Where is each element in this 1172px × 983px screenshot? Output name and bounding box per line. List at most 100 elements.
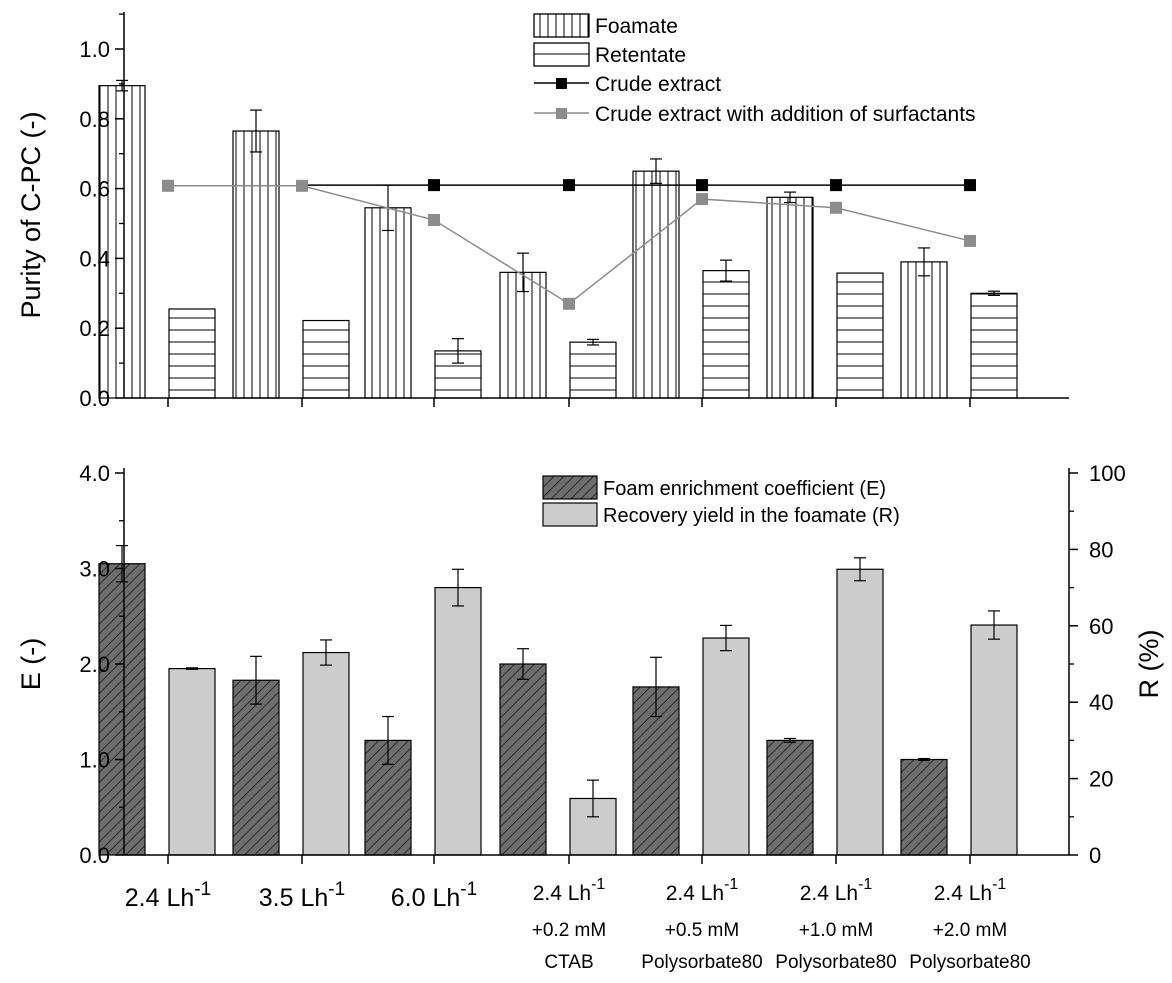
retentate-bar xyxy=(168,308,216,399)
recovery-yield-error-bar xyxy=(988,610,1000,640)
recovery-swatch-icon xyxy=(542,502,598,527)
category-sublabel: +2.0 mM xyxy=(933,920,1007,941)
foamate-bar xyxy=(98,85,146,399)
category-sublabel: Polysorbate80 xyxy=(641,952,762,973)
r-y-tick-label: 0 xyxy=(1089,843,1101,868)
category-label: 2.4 Lh-1 xyxy=(533,876,606,905)
foam-enrichment-error-bar xyxy=(250,655,262,705)
purity-y-tick-label: 0.6 xyxy=(79,177,110,202)
retentate-bar xyxy=(569,341,617,399)
category-labels: 2.4 Lh-1 3.5 Lh-1 6.0 Lh-1 2.4 Lh-1 +0.2 mM C… xyxy=(125,876,1031,973)
foamate-bar xyxy=(364,207,412,399)
category-label: 3.5 Lh-1 xyxy=(259,879,345,912)
foam-enrichment-error-bar xyxy=(382,715,394,765)
r-y-tick-label: 80 xyxy=(1089,537,1113,562)
r-y-tick-label: 100 xyxy=(1089,461,1126,486)
recovery-yield-bar xyxy=(434,586,482,856)
foamate-error-bar xyxy=(918,247,930,277)
category-sublabel: CTAB xyxy=(544,952,593,973)
foam-enrichment-bar xyxy=(232,679,280,856)
legend-crude-extract: Crude extract xyxy=(595,73,721,96)
foamate-error-bar xyxy=(116,79,128,92)
category-sublabel: Polysorbate80 xyxy=(775,952,896,973)
category-sublabel: Polysorbate80 xyxy=(909,952,1030,973)
foamate-bar xyxy=(766,196,814,399)
crude-surfactant-point xyxy=(696,193,708,206)
purity-chart: 0.0 0.2 0.4 0.6 0.8 1.0 Purity of C-PC (-) Fo… xyxy=(16,12,1069,411)
recovery-yield-bar xyxy=(302,651,350,856)
purity-legend: Foamate Retentate Crude extract Crude ex… xyxy=(533,13,976,126)
foamate-error-bar xyxy=(650,158,662,184)
purity-y-tick-label: 1.0 xyxy=(79,37,110,62)
purity-bars xyxy=(98,79,1018,399)
crude-extract-point xyxy=(696,179,708,192)
foam-enrichment-error-bar xyxy=(517,648,529,680)
enrichment-legend: Foam enrichment coefficient (E) Recovery… xyxy=(542,475,900,527)
foam-enrichment-error-bar xyxy=(650,656,662,718)
r-y-tick-label: 40 xyxy=(1089,690,1113,715)
crude-extract-point xyxy=(964,179,976,192)
foam-enrichment-bar xyxy=(499,663,547,856)
category-sublabel: +0.2 mM xyxy=(532,920,606,941)
foam-enrichment-error-bar xyxy=(784,737,796,743)
crude-surfactant-point xyxy=(830,201,842,214)
retentate-swatch-icon xyxy=(533,42,590,67)
crude-surfactant-marker-icon xyxy=(556,108,567,119)
crude-extract-point xyxy=(563,179,575,192)
legend-recovery-yield: Recovery yield in the foamate (R) xyxy=(603,505,900,527)
recovery-yield-bar xyxy=(702,637,750,856)
foamate-error-bar xyxy=(784,191,796,204)
r-y-tick-label: 60 xyxy=(1089,614,1113,639)
recovery-yield-error-bar xyxy=(854,557,866,582)
foamate-bar xyxy=(900,261,948,399)
category-label: 2.4 Lh-1 xyxy=(800,876,873,905)
retentate-bar xyxy=(702,270,750,399)
recovery-yield-error-bar xyxy=(587,779,599,818)
enrichment-bars xyxy=(98,544,1018,856)
recovery-yield-bar xyxy=(836,568,884,856)
retentate-bar xyxy=(302,319,350,399)
recovery-yield-error-bar xyxy=(452,568,464,607)
foamate-bar xyxy=(632,170,680,399)
legend-foam-enrichment: Foam enrichment coefficient (E) xyxy=(603,478,886,500)
retentate-error-bar xyxy=(587,338,599,346)
crude-surfactant-point xyxy=(162,179,174,192)
recovery-yield-bar xyxy=(168,667,216,856)
crude-surfactant-point xyxy=(563,297,575,310)
purity-y-tick-label: 0.8 xyxy=(79,107,110,132)
crude-extract-point xyxy=(830,179,842,192)
e-y-tick-label: 4.0 xyxy=(79,461,110,486)
recovery-yield-error-bar xyxy=(186,667,198,670)
crude-extract-point xyxy=(428,179,440,192)
category-sublabel: +0.5 mM xyxy=(665,920,739,941)
foamate-error-bar xyxy=(250,109,262,153)
foamate-error-bar xyxy=(517,252,529,293)
legend-retentate: Retentate xyxy=(595,44,686,67)
category-label: 2.4 Lh-1 xyxy=(125,879,211,912)
e-y-axis-title: E (-) xyxy=(16,638,46,690)
purity-y-tick-label: 0.0 xyxy=(79,386,110,411)
foamate-swatch-icon xyxy=(533,13,590,38)
foam-enrichment-error-bar xyxy=(918,757,930,762)
category-label: 2.4 Lh-1 xyxy=(666,876,739,905)
foam-enrichment-error-bar xyxy=(116,544,128,583)
purity-lines xyxy=(162,179,976,310)
crude-surfactant-point xyxy=(428,214,440,227)
retentate-bar xyxy=(836,272,884,399)
r-y-tick-label: 20 xyxy=(1089,767,1113,792)
e-y-tick-label: 0.0 xyxy=(79,843,110,868)
foam-enrichment-swatch-icon xyxy=(542,475,598,500)
foam-enrichment-bar xyxy=(900,758,948,856)
recovery-yield-error-bar xyxy=(720,624,732,652)
category-label: 6.0 Lh-1 xyxy=(391,879,477,912)
legend-crude-surfactant: Crude extract with addition of surfactan… xyxy=(595,103,976,126)
retentate-error-bar xyxy=(720,259,732,282)
category-label: 2.4 Lh-1 xyxy=(934,876,1007,905)
legend-foamate: Foamate xyxy=(595,15,678,38)
purity-y-axis-title: Purity of C-PC (-) xyxy=(16,111,46,318)
category-sublabel: +1.0 mM xyxy=(799,920,873,941)
foam-enrichment-bar xyxy=(766,739,814,856)
crude-extract-marker-icon xyxy=(556,78,567,89)
recovery-yield-bar xyxy=(970,624,1018,856)
retentate-bar xyxy=(970,292,1018,399)
